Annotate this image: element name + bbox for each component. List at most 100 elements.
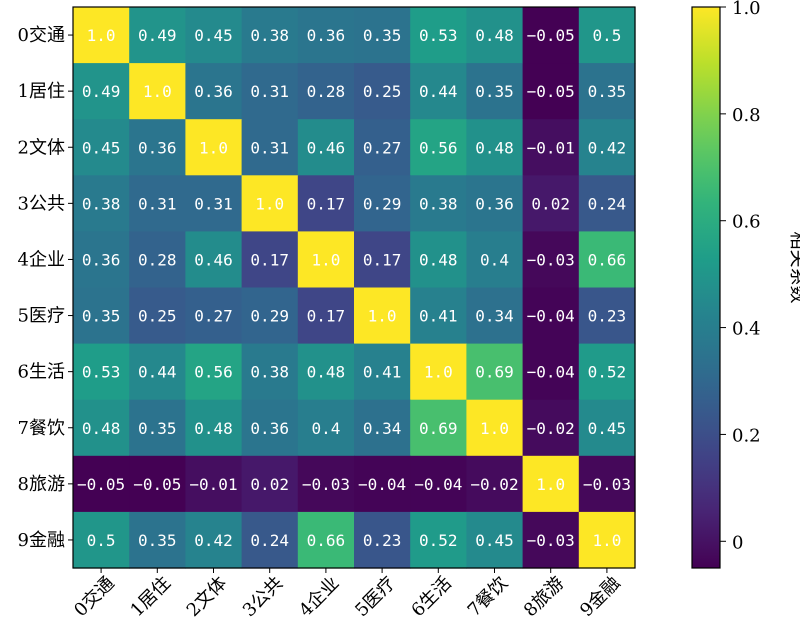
heatmap-cell [241, 455, 299, 513]
colorbar-tick-label: 1.0 [732, 0, 761, 19]
heatmap-cell [466, 455, 524, 513]
heatmap-cell [410, 63, 467, 120]
colorbar-label: 相关系数 [787, 232, 800, 304]
colorbar-tick-label: 0 [732, 532, 743, 553]
heatmap-cell-value: 0.44 [419, 82, 458, 101]
heatmap-cell-value: 0.36 [307, 26, 346, 45]
x-axis-ticks: 0交通 1居住 2文体 3公共 4企业 5医疗 6生活 7餐饮 8旅游 9金融 [70, 568, 624, 621]
heatmap-cell-value: 1.0 [311, 250, 340, 269]
heatmap-cell-value: 0.46 [194, 250, 233, 269]
heatmap-cell-value: −0.04 [527, 363, 575, 382]
heatmap-cell [522, 231, 580, 289]
heatmap-cell-value: −0.04 [358, 475, 406, 494]
heatmap-cell-value: 0.24 [250, 531, 289, 550]
heatmap-cell [522, 399, 580, 457]
y-tick-label: 0交通 [18, 25, 65, 46]
heatmap-cell-value: 0.28 [307, 82, 346, 101]
heatmap-cell [73, 7, 130, 64]
x-tick-label: 2文体 [183, 573, 231, 621]
heatmap-cell [578, 7, 636, 64]
heatmap-cell [578, 175, 636, 232]
x-tick-label: 8旅游 [520, 573, 568, 621]
heatmap-cell [522, 455, 580, 513]
heatmap-cell [129, 119, 186, 176]
heatmap-cell [185, 287, 243, 345]
heatmap-cell-value: 0.66 [588, 250, 627, 269]
heatmap-cell-value: 0.69 [419, 419, 458, 438]
heatmap-cell [73, 119, 130, 176]
colorbar-tick-label: 0.4 [732, 319, 761, 340]
heatmap-cell-value: −0.01 [189, 475, 237, 494]
heatmap-cell-value: 0.38 [82, 194, 121, 213]
heatmap-cell [354, 63, 411, 120]
heatmap-cell [185, 231, 243, 289]
heatmap-cell-value: 0.17 [307, 307, 346, 326]
heatmap-cell-value: 0.02 [250, 475, 289, 494]
heatmap-cell [73, 287, 130, 345]
heatmap-cell [129, 7, 186, 64]
heatmap-cell-value: 0.29 [363, 194, 402, 213]
heatmap-cell [185, 343, 243, 401]
heatmap-cell-value: 0.48 [194, 419, 233, 438]
heatmap-cell [185, 119, 243, 176]
heatmap-cell [410, 455, 467, 513]
heatmap-cell-value: 0.23 [363, 531, 402, 550]
heatmap-cell-value: 0.53 [419, 26, 458, 45]
heatmap-cell [354, 175, 411, 232]
colorbar-ticks: 0 0.2 0.4 0.6 0.8 1.0 [720, 0, 761, 553]
heatmap-cell-value: 0.25 [363, 82, 402, 101]
heatmap-cell-value: 1.0 [368, 307, 397, 326]
heatmap-cell [129, 511, 186, 569]
heatmap-cell-value: 1.0 [255, 194, 284, 213]
heatmap-cell-value: 0.52 [588, 363, 627, 382]
heatmap-cell-value: 0.31 [138, 194, 177, 213]
heatmap-cell-value: 0.5 [87, 531, 116, 550]
heatmap-cell-value: 0.4 [480, 250, 509, 269]
heatmap-cell-value: 0.41 [363, 363, 402, 382]
heatmap-cell-value: 0.66 [307, 531, 346, 550]
heatmap-cell-value: 0.35 [138, 531, 177, 550]
heatmap-cell [241, 399, 299, 457]
heatmap-cell-value: −0.03 [302, 475, 350, 494]
heatmap-cell-value: 0.34 [475, 307, 514, 326]
heatmap-cell-value: 1.0 [199, 138, 228, 157]
heatmap-cell-value: 0.35 [363, 26, 402, 45]
heatmap-cell [297, 343, 355, 401]
heatmap-cell [578, 119, 636, 176]
heatmap-cell-value: 1.0 [592, 531, 621, 550]
heatmap-cell [185, 63, 243, 120]
heatmap-cell-value: 0.36 [138, 138, 177, 157]
heatmap-cell [522, 511, 580, 569]
heatmap-cell [466, 399, 524, 457]
heatmap-cell-value: −0.04 [527, 307, 575, 326]
heatmap-cell-value: −0.05 [77, 475, 125, 494]
heatmap-cell [466, 231, 524, 289]
heatmap-cell [297, 7, 355, 64]
heatmap-cell [410, 175, 467, 232]
heatmap-cell [241, 287, 299, 345]
heatmap-cell [241, 119, 299, 176]
heatmap-cell [129, 455, 186, 513]
heatmap-cell-value: 0.69 [475, 363, 514, 382]
heatmap-cell-value: 0.36 [250, 419, 289, 438]
heatmap-cell [354, 7, 411, 64]
colorbar: 0 0.2 0.4 0.6 0.8 1.0 相关系数 [691, 0, 800, 569]
heatmap-cell-value: 0.17 [363, 250, 402, 269]
heatmap-cell [466, 287, 524, 345]
heatmap-cell-value: 0.28 [138, 250, 177, 269]
heatmap-cell [73, 175, 130, 232]
heatmap-cell [129, 399, 186, 457]
heatmap-cell [578, 455, 636, 513]
heatmap-cell-value: −0.03 [527, 250, 575, 269]
x-tick-label: 6生活 [407, 573, 455, 621]
heatmap-cell-value: 0.38 [250, 26, 289, 45]
heatmap-cell-value: 0.45 [194, 26, 233, 45]
heatmap-cell-value: 0.24 [588, 194, 627, 213]
heatmap-cell [185, 511, 243, 569]
heatmap-cell [73, 455, 130, 513]
heatmap-cell-value: 0.36 [475, 194, 514, 213]
heatmap-cell [410, 287, 467, 345]
heatmap-cell [73, 231, 130, 289]
heatmap-cell-value: 0.02 [531, 194, 570, 213]
heatmap-cell-value: 0.45 [82, 138, 121, 157]
